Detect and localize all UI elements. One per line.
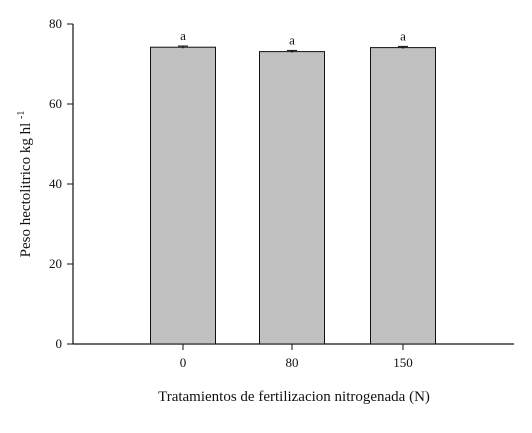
x-axis-ticks: 0 80 150: [180, 344, 413, 370]
y-tick-label: 80: [49, 16, 62, 31]
bar: [259, 51, 325, 345]
x-tick-label: 80: [286, 355, 299, 370]
y-tick-label: 20: [49, 256, 62, 271]
x-axis-title: Tratamientos de fertilizacion nitrogenad…: [158, 389, 430, 405]
significance-label: a: [180, 28, 186, 43]
significance-label: a: [289, 32, 295, 47]
y-tick-label: 0: [56, 336, 63, 351]
error-bars: [178, 45, 408, 53]
y-axis-title: Peso hectolitrico kg hl -1: [16, 111, 34, 258]
y-axis-ticks: 0 20 40 60 80: [49, 16, 73, 351]
y-tick-label: 60: [49, 96, 62, 111]
y-axis-title-main: Peso hectolitrico kg hl: [18, 123, 34, 258]
bar: [370, 47, 436, 345]
y-axis-title-superscript: -1: [16, 111, 27, 119]
significance-label: a: [400, 28, 406, 43]
bars: [150, 46, 436, 345]
bar: [150, 46, 216, 345]
x-tick-label: 150: [393, 355, 413, 370]
x-tick-label: 0: [180, 355, 187, 370]
y-tick-label: 40: [49, 176, 62, 191]
